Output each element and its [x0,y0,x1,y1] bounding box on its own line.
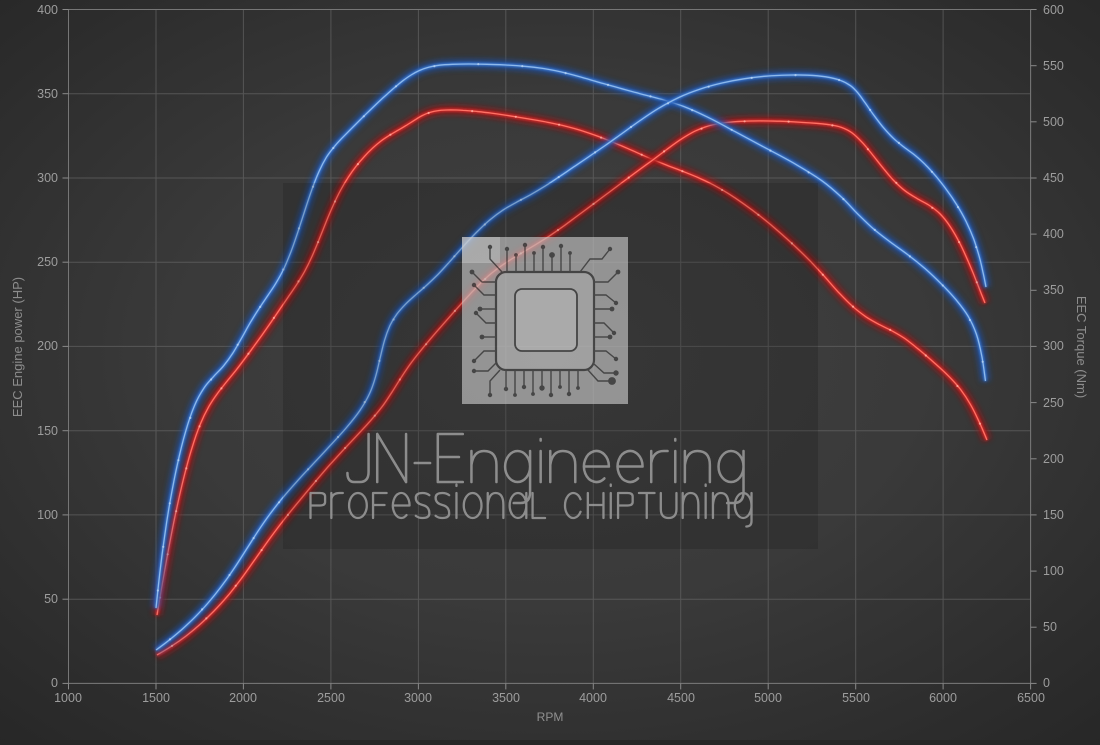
svg-text:50: 50 [1043,620,1057,634]
svg-text:6500: 6500 [1017,691,1045,705]
svg-text:300: 300 [37,171,58,185]
svg-text:5500: 5500 [842,691,870,705]
svg-text:600: 600 [1043,3,1064,17]
svg-text:300: 300 [1043,339,1064,353]
svg-text:1500: 1500 [142,691,170,705]
svg-text:1000: 1000 [54,691,82,705]
svg-text:150: 150 [1043,508,1064,522]
svg-text:200: 200 [37,339,58,353]
svg-text:350: 350 [37,87,58,101]
svg-text:400: 400 [1043,227,1064,241]
svg-text:350: 350 [1043,283,1064,297]
svg-text:2000: 2000 [229,691,257,705]
svg-text:3000: 3000 [404,691,432,705]
svg-text:550: 550 [1043,59,1064,73]
svg-text:6000: 6000 [929,691,957,705]
svg-text:500: 500 [1043,115,1064,129]
svg-text:EEC Torque (Nm): EEC Torque (Nm) [1074,296,1089,398]
svg-text:400: 400 [37,3,58,17]
svg-text:0: 0 [51,676,58,690]
svg-text:150: 150 [37,424,58,438]
svg-text:450: 450 [1043,171,1064,185]
svg-text:RPM: RPM [537,710,564,724]
svg-text:4000: 4000 [579,691,607,705]
svg-text:200: 200 [1043,452,1064,466]
svg-text:50: 50 [44,592,58,606]
svg-text:3500: 3500 [492,691,520,705]
svg-text:0: 0 [1043,676,1050,690]
svg-text:100: 100 [1043,564,1064,578]
svg-text:2500: 2500 [317,691,345,705]
svg-text:5000: 5000 [754,691,782,705]
svg-text:250: 250 [1043,396,1064,410]
svg-text:100: 100 [37,508,58,522]
svg-text:EEC Engine power (HP): EEC Engine power (HP) [10,277,25,417]
svg-text:250: 250 [37,255,58,269]
svg-text:4500: 4500 [667,691,695,705]
